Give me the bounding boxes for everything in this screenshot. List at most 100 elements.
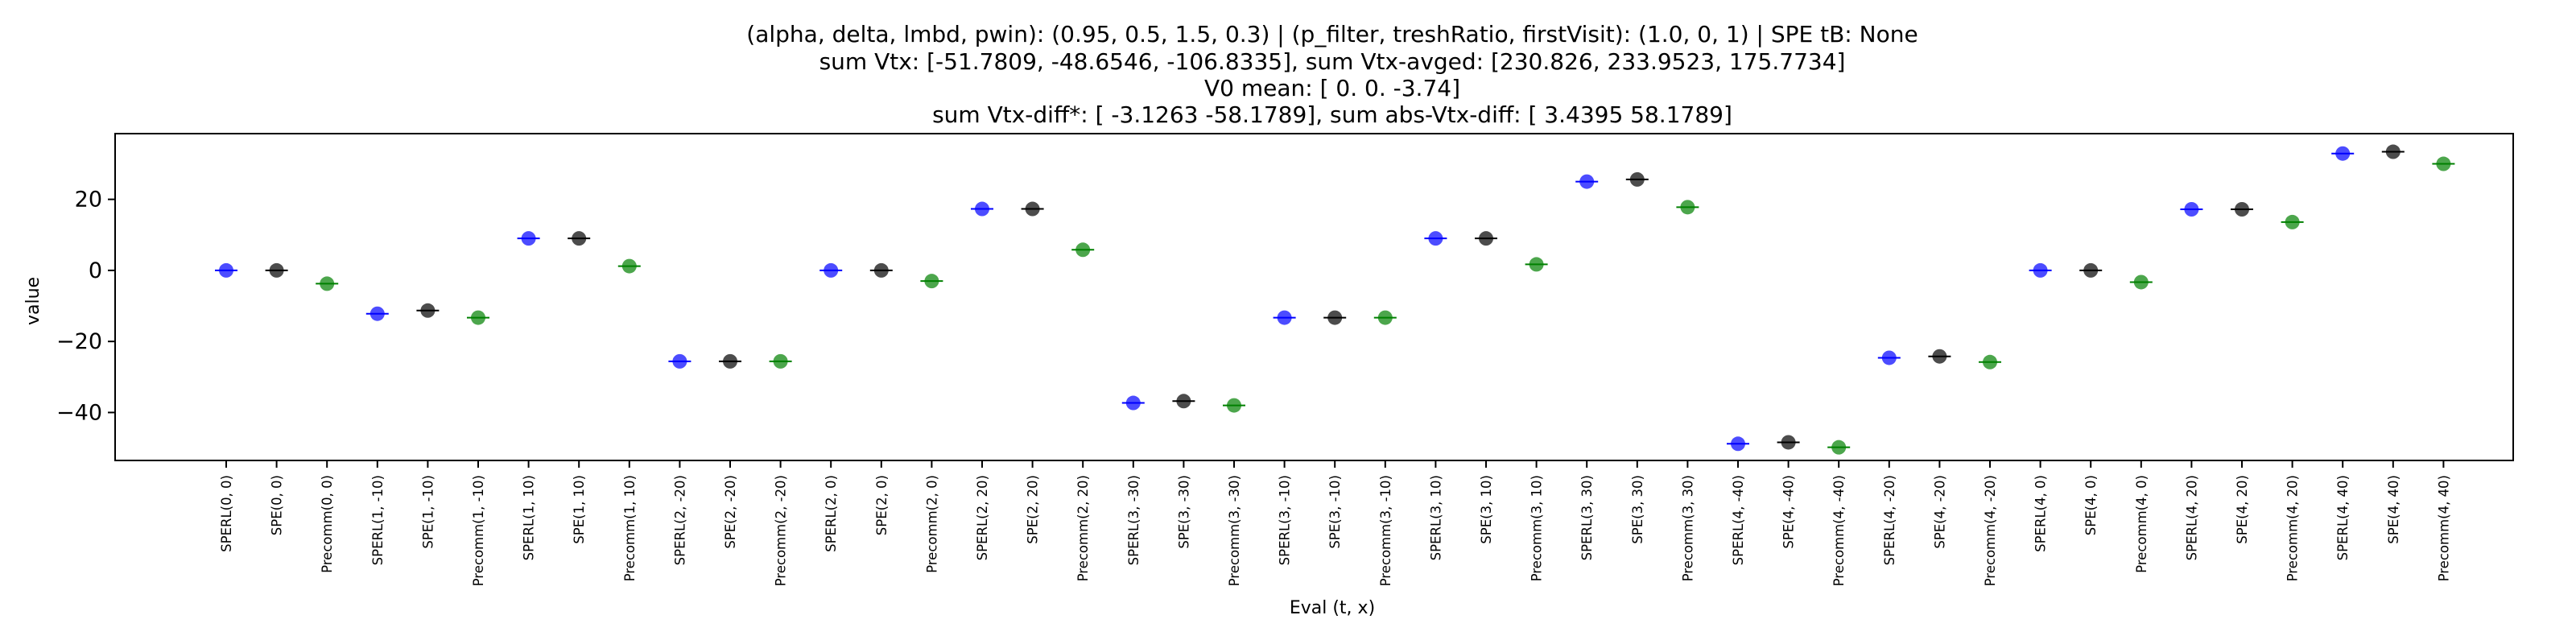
data-point	[2129, 275, 2153, 290]
plot-frame	[114, 133, 2514, 461]
data-point	[2029, 262, 2052, 278]
x-tick-label: SPE(3, -10)	[1327, 475, 1343, 549]
x-tick-label: Precomm(2, -20)	[774, 475, 789, 586]
title-line-1: (alpha, delta, lmbd, pwin): (0.95, 0.5, …	[746, 21, 1918, 47]
x-tick-label: SPE(1, 10)	[572, 475, 587, 544]
data-point	[1223, 398, 1245, 413]
data-point	[668, 353, 691, 369]
data-point	[719, 353, 741, 369]
data-point	[1676, 200, 1699, 215]
data-point	[365, 306, 389, 321]
data-point	[1121, 395, 1145, 411]
data-point	[265, 262, 288, 278]
data-point	[215, 262, 237, 278]
x-tick-label: SPERL(3, -30)	[1126, 475, 1141, 565]
x-tick-label: SPERL(1, -10)	[370, 475, 386, 565]
data-point	[1323, 310, 1347, 325]
data-point	[971, 201, 993, 217]
y-tick-label: −40	[56, 400, 102, 425]
data-point	[1475, 231, 1497, 246]
data-point	[2281, 214, 2304, 229]
data-point	[1777, 435, 1800, 450]
x-tick-label: Precomm(3, 30)	[1680, 475, 1695, 581]
x-tick-label: SPE(2, -20)	[723, 475, 738, 549]
data-point	[1172, 394, 1195, 409]
x-tick-label: SPE(4, 20)	[2235, 475, 2250, 544]
x-tick-label: SPERL(4, 40)	[2335, 475, 2351, 560]
title-line-2: sum Vtx: [-51.7809, -48.6546, -106.8335]…	[819, 48, 1846, 75]
y-tick-label: −20	[56, 329, 102, 354]
x-tick-label: Precomm(4, -20)	[1983, 475, 1998, 586]
x-tick-label: SPE(3, -30)	[1176, 475, 1191, 549]
x-tick-label: SPERL(3, 30)	[1579, 475, 1595, 560]
x-tick-label: SPERL(4, 0)	[2033, 475, 2049, 552]
x-tick-label: Precomm(4, 40)	[2436, 475, 2451, 581]
data-point	[1021, 201, 1044, 217]
data-point	[869, 262, 893, 278]
x-tick-label: SPERL(3, 10)	[1428, 475, 1443, 560]
data-point	[467, 310, 489, 325]
x-tick-label: Precomm(0, 0)	[320, 475, 335, 573]
x-tick-label: SPERL(4, -20)	[1882, 475, 1897, 565]
data-point	[517, 231, 540, 246]
data-point	[2432, 156, 2455, 171]
x-tick-label: SPERL(2, -20)	[672, 475, 687, 565]
x-tick-label: SPERL(4, 20)	[2184, 475, 2199, 560]
data-point	[2331, 146, 2355, 161]
title-line-4: sum Vtx-diff*: [ -3.1263 -58.1789], sum …	[932, 101, 1732, 128]
data-point	[1928, 349, 1951, 364]
x-axis: SPERL(0, 0) SPE(0, 0) Precomm(0, 0) SPERL(1…	[219, 460, 2451, 586]
data-point	[1877, 350, 1901, 365]
data-point	[920, 274, 943, 289]
x-tick-label: SPE(0, 0)	[270, 475, 285, 535]
data-point	[1525, 257, 1548, 272]
data-point	[1979, 354, 2001, 369]
x-tick-label: SPERL(4, -40)	[1731, 475, 1746, 565]
x-tick-label: SPERL(2, 0)	[824, 475, 839, 552]
data-point	[1625, 171, 1649, 187]
data-point	[416, 303, 440, 318]
y-tick-label: 0	[89, 258, 102, 283]
data-point	[1827, 440, 1851, 455]
data-point	[1273, 310, 1296, 325]
data-point	[1727, 436, 1749, 452]
x-tick-label: SPE(1, -10)	[420, 475, 436, 549]
x-tick-label: SPE(4, 40)	[2386, 475, 2401, 544]
x-tick-label: Precomm(4, 20)	[2285, 475, 2301, 581]
data-point	[2231, 201, 2253, 217]
data-point	[316, 276, 339, 291]
x-tick-label: SPE(4, -20)	[1932, 475, 1947, 549]
x-tick-label: SPERL(3, -10)	[1278, 475, 1293, 565]
y-axis-label: value	[23, 277, 43, 325]
x-tick-label: SPE(4, -40)	[1781, 475, 1797, 549]
x-tick-label: Precomm(1, 10)	[622, 475, 638, 581]
data-point	[1575, 174, 1599, 189]
x-tick-label: Precomm(2, 20)	[1075, 475, 1091, 581]
data-point	[819, 262, 843, 278]
x-tick-label: Precomm(4, 0)	[2134, 475, 2149, 573]
data-point	[617, 258, 641, 274]
chart-title: (alpha, delta, lmbd, pwin): (0.95, 0.5, …	[746, 21, 1918, 128]
x-tick-label: SPE(4, 0)	[2083, 475, 2099, 535]
x-tick-label: SPE(3, 30)	[1630, 475, 1645, 544]
data-point	[1071, 242, 1095, 258]
x-axis-label: Eval (t, x)	[1290, 598, 1375, 618]
data-points	[215, 144, 2455, 455]
y-tick-label: 20	[75, 188, 102, 213]
data-point	[568, 231, 591, 246]
y-axis: −40 −20 0 20	[56, 188, 115, 425]
x-tick-label: Precomm(1, -10)	[471, 475, 486, 586]
title-line-3: V0 mean: [ 0. 0. -3.74]	[1204, 75, 1460, 101]
data-point	[2079, 262, 2103, 278]
x-tick-label: SPERL(0, 0)	[219, 475, 234, 552]
data-point	[2180, 201, 2203, 217]
data-point	[1373, 310, 1397, 325]
x-tick-label: Precomm(3, -30)	[1227, 475, 1242, 586]
x-tick-label: SPERL(1, 10)	[522, 475, 537, 560]
x-tick-label: Precomm(3, -10)	[1378, 475, 1393, 586]
x-tick-label: Precomm(2, 0)	[924, 475, 939, 573]
x-tick-label: SPE(3, 10)	[1479, 475, 1494, 544]
data-point	[769, 353, 792, 369]
data-point	[1424, 231, 1447, 246]
x-tick-label: SPE(2, 20)	[1026, 475, 1041, 544]
